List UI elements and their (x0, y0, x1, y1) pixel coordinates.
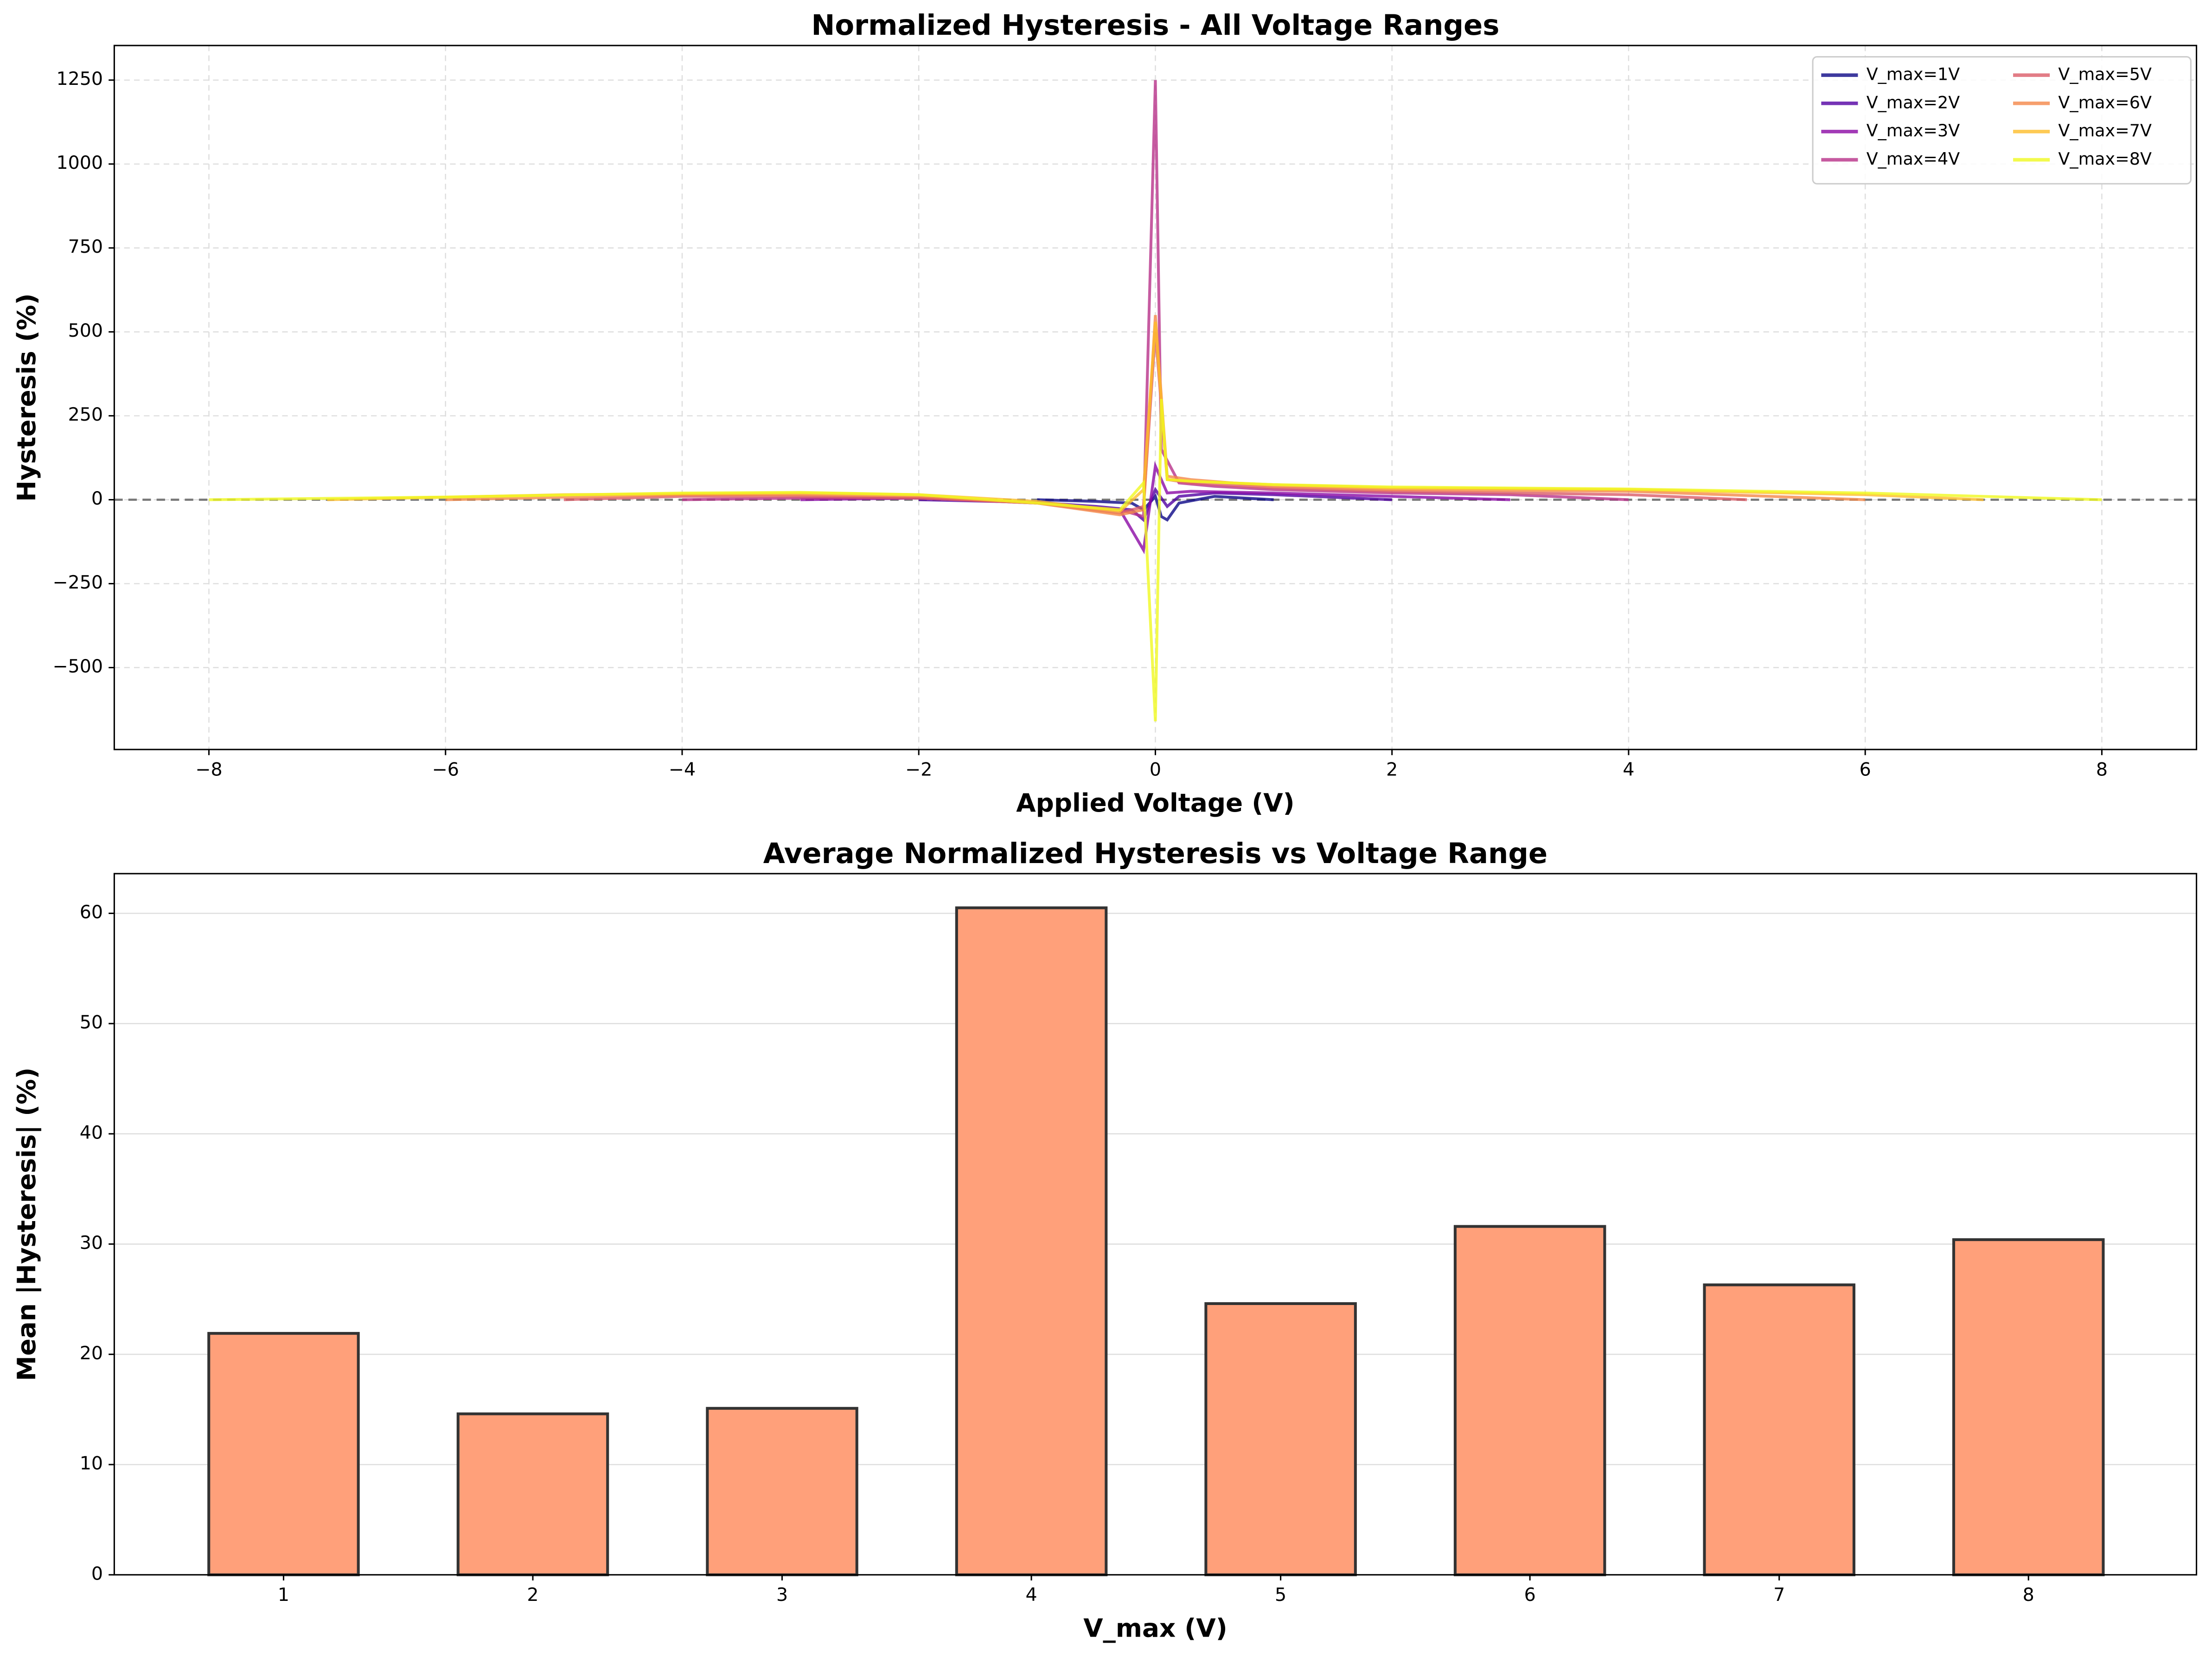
x-axis-label: Applied Voltage (V) (1016, 788, 1294, 818)
legend-label: V_max=6V (2058, 92, 2152, 112)
legend-label: V_max=3V (1867, 121, 1960, 141)
y-tick-label: 750 (68, 236, 103, 257)
x-tick-label: −2 (905, 759, 932, 780)
x-tick-label: 8 (2023, 1584, 2034, 1606)
x-tick-label: 3 (776, 1584, 788, 1606)
legend-label: V_max=1V (1867, 64, 1960, 84)
y-tick-label: 20 (80, 1343, 103, 1364)
y-tick-label: −250 (52, 572, 103, 593)
legend-label: V_max=7V (2058, 121, 2152, 141)
bar (207, 1332, 360, 1576)
y-tick-label: 50 (80, 1012, 103, 1033)
bar (1204, 1302, 1357, 1576)
y-tick-label: 1000 (56, 152, 103, 173)
y-tick-label: 0 (91, 1563, 103, 1584)
series-line (800, 461, 1510, 555)
legend-label: V_max=5V (2058, 64, 2152, 84)
x-tick-label: 5 (1275, 1584, 1286, 1606)
y-tick-label: 30 (80, 1232, 103, 1254)
y-tick-label: 10 (80, 1453, 103, 1474)
y-tick-label: 0 (91, 488, 103, 509)
y-tick-label: 40 (80, 1122, 103, 1143)
x-tick-label: 2 (1386, 759, 1398, 780)
x-tick-label: 4 (1025, 1584, 1037, 1606)
plot-frame (113, 873, 2198, 1576)
x-axis-label: V_max (V) (1083, 1613, 1227, 1643)
bar (1703, 1283, 1855, 1576)
legend-box (1812, 56, 2192, 185)
x-tick-label: −8 (195, 759, 222, 780)
bar (1952, 1238, 2105, 1576)
y-tick-label: 500 (68, 320, 103, 341)
bar (456, 1412, 609, 1576)
bar (955, 906, 1108, 1576)
x-tick-label: 7 (1773, 1584, 1785, 1606)
chart-title: Normalized Hysteresis - All Voltage Rang… (811, 9, 1499, 42)
x-tick-label: 0 (1150, 759, 1161, 780)
bar (706, 1407, 858, 1576)
x-tick-label: 1 (278, 1584, 289, 1606)
plot-frame (113, 45, 2198, 750)
y-axis-label: Hysteresis (%) (12, 293, 41, 501)
series-line (209, 399, 2102, 722)
x-tick-label: 8 (2096, 759, 2108, 780)
chart-title: Average Normalized Hysteresis vs Voltage… (763, 838, 1547, 870)
x-tick-label: 6 (1524, 1584, 1536, 1606)
x-tick-label: 2 (527, 1584, 538, 1606)
legend-label: V_max=4V (1867, 149, 1960, 169)
x-tick-label: −4 (669, 759, 696, 780)
x-tick-label: −6 (432, 759, 459, 780)
y-tick-label: 250 (68, 404, 103, 425)
y-tick-label: 60 (80, 902, 103, 923)
legend-label: V_max=2V (1867, 92, 1960, 112)
y-tick-label: −500 (52, 656, 103, 677)
x-tick-label: 4 (1623, 759, 1634, 780)
y-axis-label: Mean |Hysteresis| (%) (12, 1068, 42, 1381)
legend-label: V_max=8V (2058, 149, 2152, 169)
x-tick-label: 6 (1860, 759, 1871, 780)
y-tick-label: 1250 (56, 68, 103, 90)
bar (1453, 1225, 1606, 1576)
